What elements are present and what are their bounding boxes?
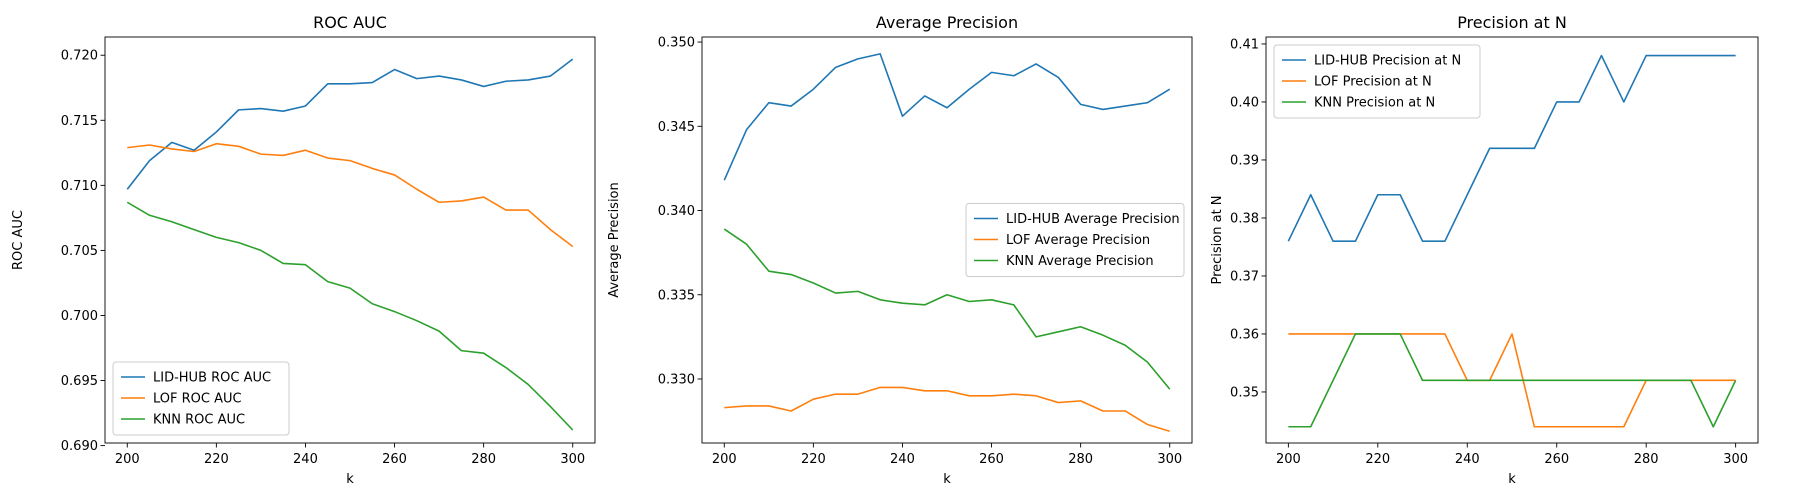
legend-label: KNN Precision at N [1314,96,1435,111]
y-axis-label: Precision at N [1210,195,1225,284]
y-tick-label: 0.35 [1230,385,1259,400]
legend: LID-HUB Precision at N LOF Precision at N… [1273,44,1481,119]
plot-frame [104,36,596,444]
y-tick-label: 0.36 [1230,327,1259,342]
y-tick-label: 0.720 [61,49,98,64]
chart-title: ROC AUC [313,13,387,32]
legend-label: LID-HUB Precision at N [1314,54,1461,69]
legend: LID-HUB ROC AUC LOF ROC AUC KNN ROC AUC [112,361,290,436]
legend-box [1273,44,1481,119]
y-tick-label: 0.340 [658,204,695,219]
legend-label: LOF ROC AUC [153,392,242,407]
y-axis-label: Average Precision [607,182,622,298]
legend-box [112,361,290,436]
x-axis-label: k [943,472,951,487]
x-tick-label: 260 [382,452,407,467]
y-tick-label: 0.715 [61,114,98,129]
x-tick-label: 240 [890,452,915,467]
chart-title: Precision at N [1457,13,1567,32]
y-tick-label: 0.38 [1230,211,1259,226]
series-line-lof-average-precision [724,386,1170,432]
series-line-lof-roc-auc [127,142,574,248]
x-tick-label: 200 [115,452,140,467]
plot-frame [701,36,1193,444]
x-tick-label: 280 [1068,452,1093,467]
y-tick-label: 0.710 [61,179,98,194]
y-tick-label: 0.350 [658,36,695,51]
y-axis-label: ROC AUC [11,210,26,270]
x-tick-label: 280 [471,452,496,467]
series-line-lid-hub-roc-auc [126,58,574,190]
x-tick-label: 220 [204,452,229,467]
x-tick-label: 200 [712,452,737,467]
y-tick-label: 0.39 [1230,153,1259,168]
legend-label: LOF Precision at N [1314,75,1432,90]
y-tick-label: 0.705 [61,244,98,259]
x-tick-label: 260 [979,452,1004,467]
plot-frame [1265,36,1759,444]
x-axis-label: k [346,472,354,487]
y-tick-label: 0.700 [61,309,98,324]
legend-label: KNN Average Precision [1006,254,1154,269]
y-tick-label: 0.37 [1230,269,1259,284]
y-tick-label: 0.690 [61,439,98,454]
x-tick-label: 200 [1276,452,1301,467]
y-tick-label: 0.41 [1230,37,1259,52]
y-tick-label: 0.330 [658,372,695,387]
x-tick-label: 300 [1157,452,1182,467]
x-tick-label: 240 [1455,452,1480,467]
x-axis-label: k [1508,472,1516,487]
chart-title: Average Precision [876,13,1018,32]
legend-box [965,203,1185,277]
chart-panel-3: Precision at N 200 220 240 260 280 300 0.35 0.36… [1210,13,1759,487]
x-tick-label: 220 [1365,452,1390,467]
legend-label: LID-HUB Average Precision [1006,212,1180,227]
x-tick-label: 280 [1634,452,1659,467]
legend: LID-HUB Average Precision LOF Average Pre… [965,203,1185,277]
series-line-knn-average-precision [723,228,1171,390]
x-tick-label: 260 [1544,452,1569,467]
x-tick-label: 240 [293,452,318,467]
legend-label: LOF Average Precision [1006,233,1150,248]
y-tick-label: 0.335 [658,288,695,303]
x-tick-label: 300 [560,452,585,467]
legend-label: LID-HUB ROC AUC [153,371,271,386]
series-line-knn-roc-auc [126,201,574,431]
x-tick-label: 300 [1723,452,1748,467]
y-tick-label: 0.345 [658,120,695,135]
legend-label: KNN ROC AUC [153,413,245,428]
y-tick-label: 0.40 [1230,95,1259,110]
chart-panel-2: Average Precision 200 220 240 260 280 300 0.330… [607,13,1193,487]
series-line-lid-hub-average-precision [723,53,1171,181]
chart-panel-1: ROC AUC 200 220 240 260 280 300 0.690 0.695 0.700… [11,13,596,487]
y-tick-label: 0.695 [61,374,98,389]
series-line-lid-hub-precision-at-n [1287,54,1736,242]
x-tick-label: 220 [801,452,826,467]
series-line-knn-precision-at-n [1288,333,1737,428]
